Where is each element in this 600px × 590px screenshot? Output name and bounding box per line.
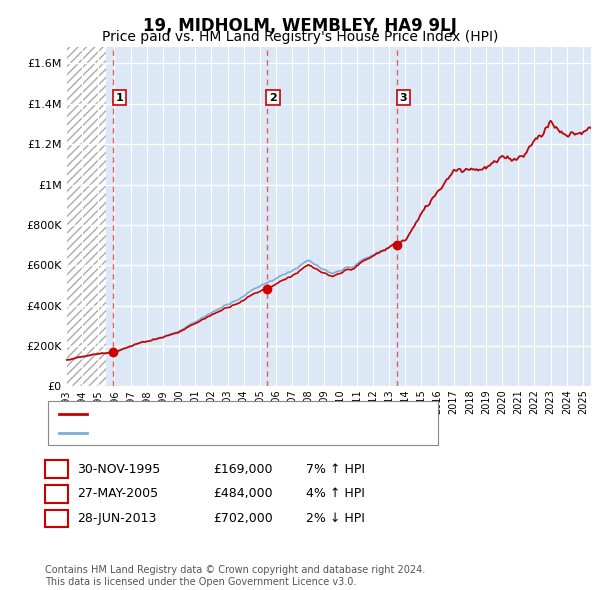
Text: 3: 3 bbox=[52, 512, 61, 525]
Text: HPI: Average price, detached house, Brent: HPI: Average price, detached house, Bren… bbox=[93, 428, 330, 438]
Text: 19, MIDHOLM, WEMBLEY, HA9 9LJ: 19, MIDHOLM, WEMBLEY, HA9 9LJ bbox=[143, 17, 457, 35]
Text: 7% ↑ HPI: 7% ↑ HPI bbox=[306, 463, 365, 476]
Text: 1: 1 bbox=[52, 463, 61, 476]
Text: 2% ↓ HPI: 2% ↓ HPI bbox=[306, 512, 365, 525]
Text: 2: 2 bbox=[269, 93, 277, 103]
Text: 1: 1 bbox=[116, 93, 124, 103]
Text: £484,000: £484,000 bbox=[213, 487, 272, 500]
Text: 2: 2 bbox=[52, 487, 61, 500]
Text: 27-MAY-2005: 27-MAY-2005 bbox=[77, 487, 158, 500]
Text: 3: 3 bbox=[400, 93, 407, 103]
Text: £702,000: £702,000 bbox=[213, 512, 273, 525]
Text: 28-JUN-2013: 28-JUN-2013 bbox=[77, 512, 156, 525]
Text: £169,000: £169,000 bbox=[213, 463, 272, 476]
Text: 19, MIDHOLM, WEMBLEY, HA9 9LJ (detached house): 19, MIDHOLM, WEMBLEY, HA9 9LJ (detached … bbox=[93, 409, 383, 418]
Text: Price paid vs. HM Land Registry's House Price Index (HPI): Price paid vs. HM Land Registry's House … bbox=[102, 30, 498, 44]
Text: Contains HM Land Registry data © Crown copyright and database right 2024.
This d: Contains HM Land Registry data © Crown c… bbox=[45, 565, 425, 587]
Text: 4% ↑ HPI: 4% ↑ HPI bbox=[306, 487, 365, 500]
Text: 30-NOV-1995: 30-NOV-1995 bbox=[77, 463, 160, 476]
